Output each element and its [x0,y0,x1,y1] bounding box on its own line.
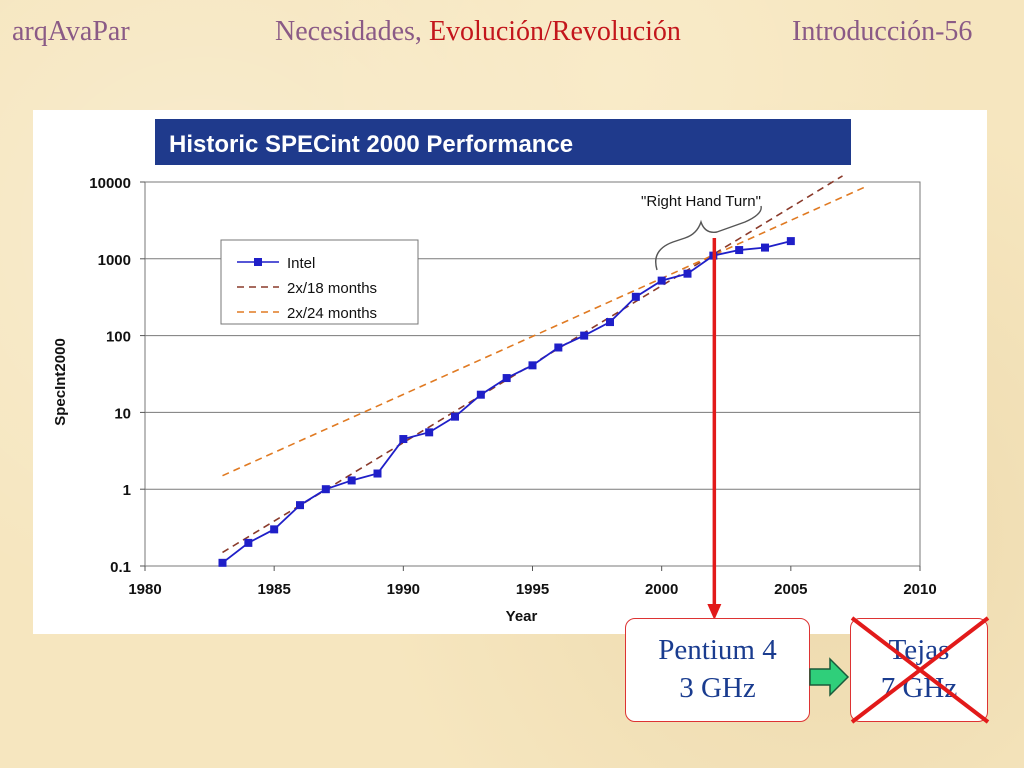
series-intel-point [786,237,795,246]
series-intel-point [347,476,356,485]
pentium4-pointer-arrowhead [707,604,722,620]
x-tick-label: 2000 [645,581,678,598]
series-intel-point [476,390,485,399]
header-middle-part2: Evolución/Revolución [428,16,681,47]
y-tick-label: 100 [106,329,131,346]
series-intel-point [761,243,769,252]
x-tick-label: 1985 [257,581,290,598]
series-intel-point [528,361,537,370]
legend-marker-0 [254,258,262,266]
series-intel-point [735,246,744,255]
header-left: arqAvaPar [12,16,130,47]
x-tick-label: 1980 [128,581,161,598]
legend-label-2: 2x/24 months [287,305,377,322]
y-tick-label: 10000 [89,175,131,192]
header-middle-part1: Necesidades, [275,16,429,47]
x-axis-label: Year [506,608,538,625]
series-intel-point [373,469,382,478]
pentium4-label: Pentium 4 [658,634,777,666]
annotation-right-hand-turn: "Right Hand Turn" [641,193,761,210]
series-intel-point [451,412,459,421]
pentium4-freq: 3 GHz [679,672,756,704]
x-tick-label: 2010 [903,581,936,598]
legend-box [220,239,419,325]
right-arrow-icon [809,657,850,697]
legend-label-1: 2x/18 months [287,280,377,297]
header-middle: Necesidades, Evolución/Revolución [275,14,681,50]
series-intel-point [270,525,279,534]
series-intel-point [631,292,640,301]
chart-panel: Historic SPECint 2000 Performance 0.1 1 10… [33,110,987,634]
series-intel-point [425,428,434,437]
series-intel-point [399,435,408,444]
header-right: Introducción-56 [792,16,973,47]
chart: Historic SPECint 2000 Performance 0.1 1 10… [52,119,937,625]
series-intel-point [321,485,330,494]
chart-title-bar [155,119,851,165]
y-tick-label: 1 [123,482,131,499]
series-intel-point [218,558,227,567]
series-intel-point [657,276,666,285]
series-intel-point [244,538,253,547]
chart-title: Historic SPECint 2000 Performance [169,131,573,158]
series-intel-point [683,269,692,278]
y-tick-label: 0.1 [110,559,131,576]
y-tick-label: 1000 [98,252,131,269]
series-intel-point [580,331,589,340]
series-intel-point [606,318,614,327]
annotation-brace [655,205,762,271]
tejas-label: Tejas [888,634,950,666]
y-axis-label: SpecInt2000 [52,338,69,426]
x-tick-label: 1995 [516,581,549,598]
legend-label-0: Intel [287,255,315,272]
y-tick-label: 10 [114,405,131,422]
series-intel-point [554,343,563,352]
series-intel-point [502,374,511,383]
series-2-trendline [222,184,869,477]
pentium4-box: Pentium 4 3 GHz [625,618,810,722]
series-intel-point [296,501,304,510]
x-tick-label: 1990 [387,581,420,598]
x-tick-label: 2005 [774,581,807,598]
cross-out-icon [850,616,990,724]
